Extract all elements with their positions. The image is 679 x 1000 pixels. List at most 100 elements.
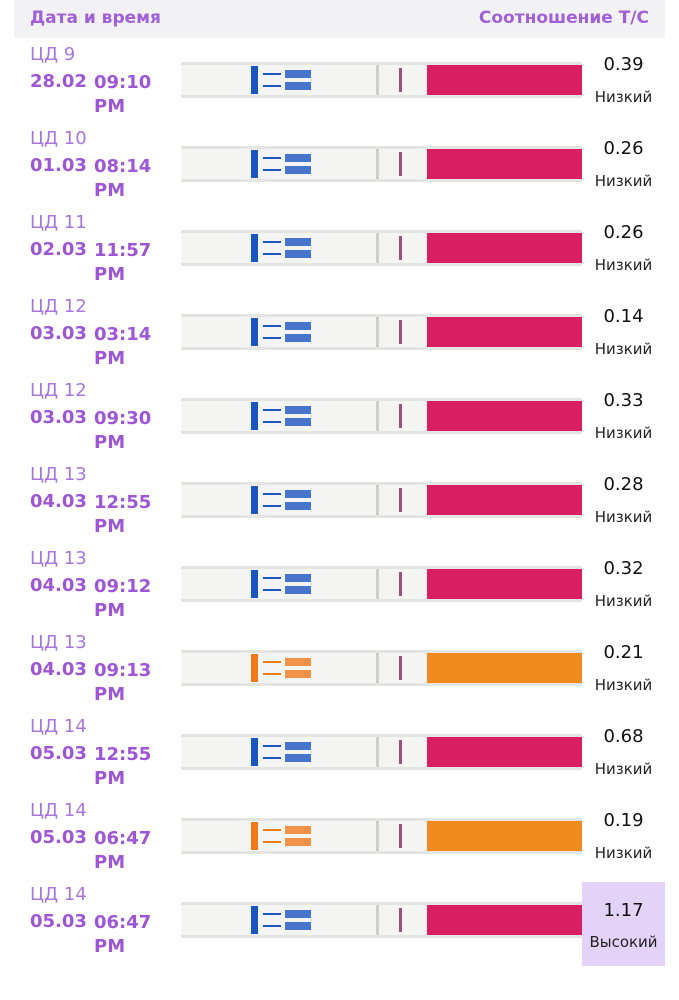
strip-part	[399, 152, 402, 176]
header-right: Соотношение Т/С	[478, 8, 649, 28]
strip-part	[285, 490, 311, 498]
strip-part	[285, 334, 311, 342]
cycle-day: ЦД 13	[30, 464, 87, 485]
ratio-value: 0.39	[603, 54, 644, 75]
ratio-cell: 0.39 Низкий	[582, 42, 665, 126]
table-row: ЦД 13 04.03 12:55 PM 0.28 Низкий	[0, 462, 679, 546]
ratio-level: Низкий	[594, 676, 653, 694]
ratio-value: 0.32	[603, 558, 644, 579]
test-strip	[181, 818, 582, 854]
strip-part	[285, 922, 311, 930]
strip-part	[285, 166, 311, 174]
strip-part	[399, 824, 402, 848]
strip-part	[427, 821, 582, 851]
strip-part	[251, 906, 258, 934]
table-row: ЦД 12 03.03 09:30 PM 0.33 Низкий	[0, 378, 679, 462]
date: 05.03	[30, 827, 87, 848]
strip-part	[285, 838, 311, 846]
cycle-day: ЦД 14	[30, 884, 87, 905]
test-strip	[181, 734, 582, 770]
ratio-level: Низкий	[594, 592, 653, 610]
strip-part	[285, 238, 311, 246]
time: 06:47 PM	[94, 912, 152, 957]
time: 09:13 PM	[94, 660, 152, 705]
time: 06:47 PM	[94, 828, 152, 873]
strip-part	[399, 68, 402, 92]
strip-part	[427, 317, 582, 347]
date: 04.03	[30, 491, 87, 512]
strip-part	[376, 317, 379, 347]
test-strip	[181, 482, 582, 518]
table-row: ЦД 11 02.03 11:57 PM 0.26 Низкий	[0, 210, 679, 294]
ratio-value: 0.26	[603, 138, 644, 159]
ratio-cell: 0.26 Низкий	[582, 210, 665, 294]
ratio-cell: 0.28 Низкий	[582, 462, 665, 546]
table-row: ЦД 12 03.03 03:14 PM 0.14 Низкий	[0, 294, 679, 378]
ratio-value: 1.17	[603, 900, 644, 921]
strip-part	[399, 908, 402, 932]
cycle-day: ЦД 12	[30, 296, 87, 317]
date: 05.03	[30, 743, 87, 764]
ratio-level: Низкий	[594, 760, 653, 778]
strip-part	[399, 320, 402, 344]
ratio-cell: 1.17 Высокий	[582, 882, 665, 966]
table-row: ЦД 9 28.02 09:10 PM 0.39 Низкий	[0, 42, 679, 126]
table-row: ЦД 14 05.03 12:55 PM 0.68 Низкий	[0, 714, 679, 798]
strip-part	[376, 149, 379, 179]
ratio-level: Низкий	[594, 508, 653, 526]
table-header: Дата и время Соотношение Т/С	[14, 0, 665, 38]
ratio-cell: 0.68 Низкий	[582, 714, 665, 798]
ratio-level: Низкий	[594, 256, 653, 274]
cycle-day: ЦД 14	[30, 716, 87, 737]
table-row: ЦД 14 05.03 06:47 PM 0.19 Низкий	[0, 798, 679, 882]
cycle-day: ЦД 10	[30, 128, 87, 149]
date: 05.03	[30, 911, 87, 932]
strip-part	[251, 822, 258, 850]
ratio-cell: 0.32 Низкий	[582, 546, 665, 630]
strip-part	[427, 569, 582, 599]
date: 28.02	[30, 71, 87, 92]
header-left: Дата и время	[30, 8, 161, 28]
strip-part	[399, 488, 402, 512]
strip-part	[376, 569, 379, 599]
table-row: ЦД 13 04.03 09:12 PM 0.32 Низкий	[0, 546, 679, 630]
date: 01.03	[30, 155, 87, 176]
time: 09:10 PM	[94, 72, 152, 117]
strip-part	[285, 250, 311, 258]
strip-part	[285, 418, 311, 426]
strip-part	[427, 653, 582, 683]
table-row: ЦД 14 05.03 06:47 PM 1.17 Высокий	[0, 882, 679, 966]
strip-part	[399, 740, 402, 764]
strip-part	[376, 233, 379, 263]
test-strip	[181, 230, 582, 266]
strip-part	[251, 486, 258, 514]
strip-part	[285, 910, 311, 918]
time: 03:14 PM	[94, 324, 152, 369]
strip-part	[285, 406, 311, 414]
strip-part	[251, 150, 258, 178]
strip-part	[285, 154, 311, 162]
time: 08:14 PM	[94, 156, 152, 201]
strip-part	[285, 82, 311, 90]
strip-part	[251, 570, 258, 598]
cycle-day: ЦД 9	[30, 44, 76, 65]
ratio-cell: 0.26 Низкий	[582, 126, 665, 210]
ratio-value: 0.33	[603, 390, 644, 411]
ratio-level: Низкий	[594, 172, 653, 190]
strip-part	[376, 653, 379, 683]
time: 09:30 PM	[94, 408, 152, 453]
test-strip	[181, 566, 582, 602]
ratio-value: 0.28	[603, 474, 644, 495]
table-row: ЦД 10 01.03 08:14 PM 0.26 Низкий	[0, 126, 679, 210]
ratio-level: Низкий	[594, 340, 653, 358]
strip-part	[427, 233, 582, 263]
strip-part	[376, 737, 379, 767]
cycle-day: ЦД 11	[30, 212, 87, 233]
strip-part	[399, 572, 402, 596]
strip-part	[285, 670, 311, 678]
ratio-cell: 0.21 Низкий	[582, 630, 665, 714]
strip-part	[427, 737, 582, 767]
date: 03.03	[30, 407, 87, 428]
date: 04.03	[30, 659, 87, 680]
